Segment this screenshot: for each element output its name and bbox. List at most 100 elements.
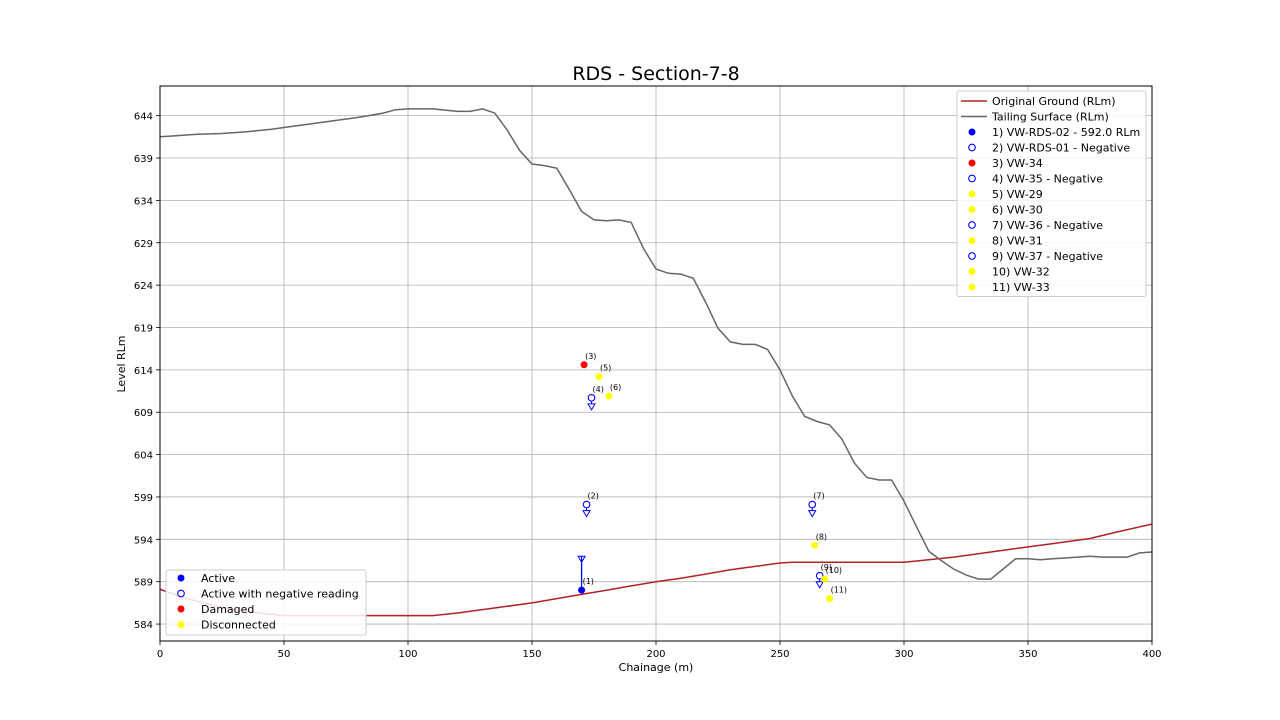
y-tick-label: 639 <box>134 154 153 165</box>
instrument-point: (6) <box>605 383 621 400</box>
legend-entry: 6) VW-30 <box>992 204 1043 217</box>
point-label: (8) <box>816 532 827 541</box>
legend-entry: 4) VW-35 - Negative <box>992 173 1103 186</box>
y-tick-label: 634 <box>134 196 153 207</box>
y-tick-label: 609 <box>134 408 153 419</box>
y-axis-label: Level RLm <box>115 335 128 392</box>
point-marker <box>821 575 829 583</box>
legend-marker-swatch <box>968 206 976 213</box>
point-label: (3) <box>585 352 596 361</box>
status-legend-entry: Active <box>201 572 235 585</box>
status-legend-marker <box>177 574 185 582</box>
legend-entry: Tailing Surface (RLm) <box>991 111 1109 124</box>
legend-entry: 9) VW-37 - Negative <box>992 250 1103 263</box>
status-legend-marker <box>177 589 185 598</box>
status-legend-entry: Active with negative reading <box>201 588 359 601</box>
status-legend-marker <box>177 605 185 613</box>
legend-marker-swatch <box>968 143 976 152</box>
instrument-point: (1) <box>577 555 594 594</box>
point-marker <box>595 373 603 381</box>
x-tick-label: 50 <box>278 649 291 660</box>
point-marker-open <box>587 393 596 402</box>
x-axis-label: Chainage (m) <box>619 661 694 674</box>
status-legend-entry: Disconnected <box>201 619 276 632</box>
y-tick-label: 584 <box>134 620 153 631</box>
x-tick-label: 300 <box>894 649 913 660</box>
y-tick-label: 614 <box>134 366 153 377</box>
point-label: (11) <box>831 586 847 595</box>
y-tick-label: 599 <box>134 493 153 504</box>
y-tick-label: 604 <box>134 451 153 462</box>
point-marker-open <box>808 500 817 509</box>
point-marker <box>578 586 586 594</box>
instrument-point: (3) <box>580 352 596 369</box>
x-tick-label: 100 <box>398 649 417 660</box>
x-tick-label: 350 <box>1018 649 1037 660</box>
series-line-tailing-surface-rlm <box>160 108 1152 580</box>
x-tick-label: 250 <box>770 649 789 660</box>
legend-entry: 10) VW-32 <box>992 266 1050 279</box>
status-legend-marker <box>177 621 185 628</box>
negative-arrow-marker <box>587 403 596 411</box>
point-label: (4) <box>593 385 604 394</box>
point-label: (2) <box>588 492 599 501</box>
legend-marker-swatch <box>968 268 976 275</box>
instrument-point: (8) <box>811 532 827 549</box>
negative-arrow-marker <box>815 581 825 589</box>
instrument-point: (7) <box>807 492 825 518</box>
series-legend: Original Ground (RLm) Tailing Surface (RL… <box>956 90 1147 297</box>
legend-marker-swatch <box>968 252 976 260</box>
instrument-point: (11) <box>826 586 847 603</box>
legend-marker-swatch <box>968 190 976 198</box>
point-label: (5) <box>600 364 611 373</box>
point-marker <box>826 595 834 603</box>
level-arrow-marker <box>577 555 586 564</box>
instrument-point: (10) <box>821 566 842 583</box>
instrument-point: (5) <box>595 364 611 381</box>
legend-entry: 5) VW-29 <box>992 188 1043 201</box>
legend-entry: 2) VW-RDS-01 - Negative <box>992 142 1130 155</box>
status-legend-box <box>165 569 367 636</box>
legend-marker-swatch <box>968 283 976 291</box>
y-tick-label: 624 <box>134 281 153 292</box>
point-marker <box>580 361 588 369</box>
legend-marker-swatch <box>968 221 976 229</box>
legend-marker-swatch <box>968 174 976 183</box>
y-tick-label: 589 <box>134 578 153 589</box>
plot-area: 0 50 100 150 200 250 300 350 400 584 589 594 599 604 6… <box>134 85 1162 660</box>
series-legend-box <box>956 90 1147 297</box>
x-tick-label: 0 <box>157 649 163 660</box>
point-marker <box>605 392 613 400</box>
chart-title: RDS - Section-7-8 <box>572 63 739 85</box>
legend-marker-swatch <box>968 237 976 244</box>
point-label: (6) <box>610 383 621 392</box>
status-legend: Active Active with negative reading Damage… <box>165 569 367 636</box>
status-legend-entry: Damaged <box>201 603 254 616</box>
x-tick-label: 150 <box>522 649 541 660</box>
legend-entry: 3) VW-34 <box>992 157 1043 170</box>
point-label: (10) <box>826 566 842 575</box>
instrument-point: (9) <box>815 563 832 589</box>
negative-arrow-marker <box>582 510 591 518</box>
plot-frame <box>159 85 1153 642</box>
x-tick-label: 400 <box>1142 649 1161 660</box>
point-label: (1) <box>583 577 594 586</box>
legend-entry: 8) VW-31 <box>992 235 1043 248</box>
point-label: (7) <box>813 492 824 501</box>
y-tick-label: 619 <box>134 323 153 334</box>
point-marker-open <box>815 571 824 580</box>
negative-arrow-marker <box>807 510 817 518</box>
y-tick-label: 629 <box>134 239 153 250</box>
y-tick-label: 644 <box>134 112 153 123</box>
legend-entry: Original Ground (RLm) <box>992 95 1116 108</box>
legend-entry: 7) VW-36 - Negative <box>992 219 1103 232</box>
legend-entry: 1) VW-RDS-02 - 592.0 RLm <box>992 126 1140 139</box>
y-tick-label: 594 <box>134 535 153 546</box>
point-label: (9) <box>821 563 832 572</box>
point-marker <box>811 541 819 549</box>
x-tick-label: 200 <box>646 649 665 660</box>
legend-marker-swatch <box>968 159 976 167</box>
legend-entry: 11) VW-33 <box>992 281 1050 294</box>
point-marker-open <box>582 500 591 509</box>
